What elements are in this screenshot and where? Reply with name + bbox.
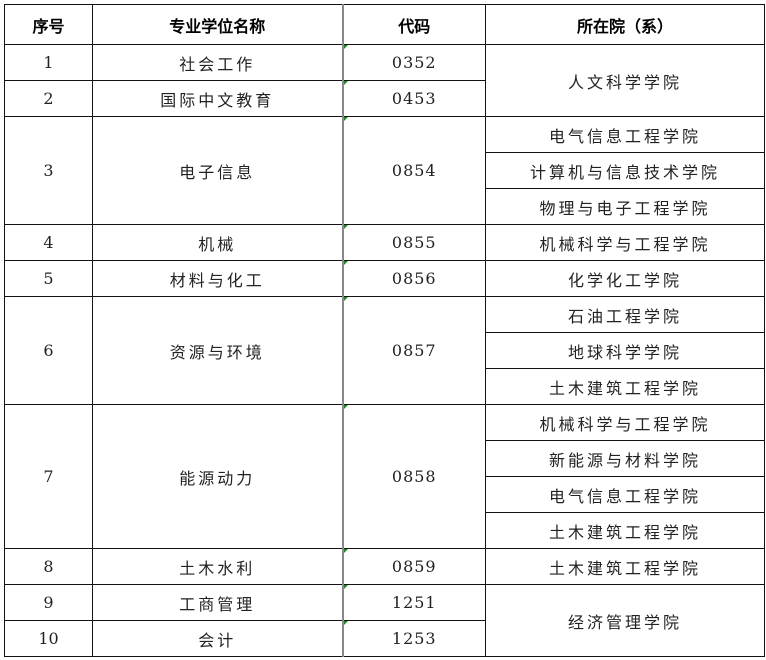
row-college: 物理与电子工程学院: [485, 188, 765, 225]
table-row: 4 机械 0855 机械科学与工程学院: [4, 224, 765, 261]
row-no: 3: [4, 116, 93, 225]
table-row: 10 会计 1253: [4, 620, 765, 657]
row-name: 电子信息: [92, 116, 344, 225]
table-row: 9 工商管理 1251 经济管理学院: [4, 584, 765, 657]
row-code: 0352: [342, 44, 486, 81]
row-name: 国际中文教育: [92, 80, 344, 117]
header-no: 序号: [4, 4, 93, 45]
row-name: 能源动力: [92, 404, 344, 549]
row-college: 经济管理学院: [485, 584, 765, 657]
row-code: 0859: [342, 548, 486, 585]
row-college: 土木建筑工程学院: [485, 548, 765, 585]
row-name: 机械: [92, 224, 344, 261]
row-code: 0857: [342, 296, 486, 405]
table-row: 1 社会工作 0352 人文科学学院: [4, 44, 765, 117]
table-row: 6 资源与环境 0857 石油工程学院: [4, 296, 765, 405]
table-row: 计算机与信息技术学院: [5, 152, 765, 189]
row-college: 石油工程学院: [485, 296, 765, 333]
row-college: 机械科学与工程学院: [485, 404, 765, 441]
header-code: 代码: [342, 4, 486, 45]
row-no: 2: [4, 80, 93, 117]
table-row: 新能源与材料学院: [5, 440, 765, 477]
row-name: 材料与化工: [92, 260, 344, 297]
table-row: 地球科学学院: [5, 332, 765, 369]
row-college: 化学化工学院: [485, 260, 765, 297]
row-no: 5: [4, 260, 93, 297]
row-college: 地球科学学院: [485, 332, 765, 369]
table-row: 物理与电子工程学院: [5, 188, 765, 225]
table-row: 7 能源动力 0858 机械科学与工程学院: [4, 404, 765, 549]
row-name: 土木水利: [92, 548, 344, 585]
row-college: 电气信息工程学院: [485, 476, 765, 513]
row-no: 9: [4, 584, 93, 621]
header-row: 序号 专业学位名称 代码 所在院（系）: [4, 4, 765, 45]
table-row: 5 材料与化工 0856 化学化工学院: [4, 260, 765, 297]
row-code: 0856: [342, 260, 486, 297]
header-name: 专业学位名称: [92, 4, 344, 45]
row-college: 土木建筑工程学院: [485, 512, 765, 549]
row-college: 人文科学学院: [485, 44, 765, 117]
row-code: 0854: [342, 116, 486, 225]
row-code: 0858: [342, 404, 486, 549]
degree-table: 序号 专业学位名称 代码 所在院（系） 1 社会工作 0352 人文科学学院 2…: [4, 4, 765, 657]
row-no: 10: [4, 620, 93, 657]
row-code: 0855: [342, 224, 486, 261]
row-name: 会计: [92, 620, 344, 657]
row-no: 6: [4, 296, 93, 405]
row-no: 8: [4, 548, 93, 585]
table-row: 土木建筑工程学院: [5, 368, 765, 405]
header-college: 所在院（系）: [485, 4, 765, 45]
table-row: 8 土木水利 0859 土木建筑工程学院: [4, 548, 765, 585]
row-code: 1251: [342, 584, 486, 621]
row-college: 计算机与信息技术学院: [485, 152, 765, 189]
row-name: 社会工作: [92, 44, 344, 81]
row-college: 电气信息工程学院: [485, 116, 765, 153]
row-name: 资源与环境: [92, 296, 344, 405]
table-row: 2 国际中文教育 0453: [4, 80, 765, 117]
row-no: 7: [4, 404, 93, 549]
row-college: 土木建筑工程学院: [485, 368, 765, 405]
row-no: 1: [4, 44, 93, 81]
row-college: 新能源与材料学院: [485, 440, 765, 477]
table-row: 3 电子信息 0854 电气信息工程学院: [4, 116, 765, 225]
row-code: 1253: [342, 620, 486, 657]
row-college: 机械科学与工程学院: [485, 224, 765, 261]
row-name: 工商管理: [92, 584, 344, 621]
row-no: 4: [4, 224, 93, 261]
row-code: 0453: [342, 80, 486, 117]
table-row: 土木建筑工程学院: [5, 512, 765, 549]
